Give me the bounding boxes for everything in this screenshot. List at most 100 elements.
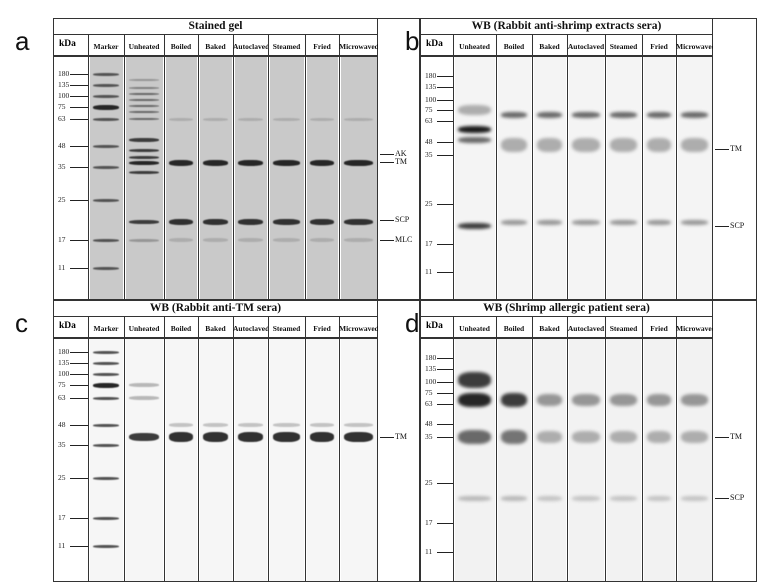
lane-divider [198,35,199,300]
panel-letter-d: d [405,308,420,338]
band [310,238,334,242]
annotation-scp: SCP [730,221,745,230]
marker-tick [437,483,453,484]
band [93,382,119,388]
marker-tick [437,121,453,122]
lane-gel [200,57,232,299]
annotation-tm: TM [730,432,742,441]
band [501,219,527,225]
band [203,423,228,427]
marker-label: 180 [58,347,70,356]
lane-divider [88,317,89,582]
lane-label-microwaved: Microwaved [339,42,378,51]
band [129,87,159,89]
annotation-line [380,240,394,241]
band [310,432,334,442]
lane-gel [307,339,338,581]
annotation-area [713,300,757,582]
annotation-line [380,220,394,221]
lane-gel [455,57,495,299]
band [93,104,119,110]
lane-label-baked: Baked [539,324,560,333]
lane-gel [534,339,566,581]
band [501,112,527,118]
marker-label: 63 [425,399,433,408]
band [681,219,708,225]
marker-tick [70,425,88,426]
marker-label: 75 [425,388,433,397]
panel-title: WB (Rabbit anti-TM sera) [53,300,378,317]
kda-label: kDa [426,39,443,49]
band [203,238,228,242]
marker-label: 135 [58,358,70,367]
marker-tick [437,272,453,273]
lane-label-steamed: Steamed [272,42,301,51]
lane-gel [569,339,604,581]
annotation-line [715,437,729,438]
lane-label-fried: Fried [650,42,668,51]
band [238,238,263,242]
band [344,238,373,242]
lane-gel [200,339,232,581]
lane-gel [307,57,338,299]
lane-label-steamed: Steamed [272,324,301,333]
lane-header-divider [53,337,378,339]
lane-divider [567,35,568,300]
band [93,361,119,365]
band [681,431,708,443]
band [610,394,637,406]
lane-label-unheated: Unheated [128,324,160,333]
marker-tick [437,382,453,383]
marker-tick [70,167,88,168]
band [610,431,637,443]
band [203,219,228,225]
band [169,219,193,225]
band [572,138,600,152]
marker-tick [70,385,88,386]
marker-tick [70,518,88,519]
band [169,160,193,166]
band [344,160,373,166]
panel-letter-a: a [15,26,30,56]
band [681,394,708,406]
marker-tick [70,546,88,547]
band [129,118,159,120]
lane-label-microwaved: Microwaved [676,324,713,333]
annotation-line [380,437,394,438]
lane-header-divider [420,55,713,57]
band [93,238,119,242]
band [93,144,119,148]
lane-gel [678,339,712,581]
band [129,383,159,387]
lane-divider [339,317,340,582]
lane-label-fried: Fried [650,324,668,333]
lane-label-unheated: Unheated [459,42,490,51]
panel-title: WB (Shrimp allergic patient sera) [420,300,713,317]
band [572,431,600,443]
band [129,99,159,101]
annotation-tm: TM [730,144,742,153]
marker-tick [70,445,88,446]
annotation-scp: SCP [730,493,745,502]
band [344,423,373,427]
lane-gel [341,57,377,299]
lane-gel [90,339,123,581]
band [537,219,562,225]
band [647,138,671,152]
annotation-line [380,162,394,163]
band [537,112,562,118]
band [458,495,491,501]
band [681,495,708,501]
lane-divider [164,317,165,582]
lane-label-boiled: Boiled [170,42,192,51]
band [203,432,228,442]
panel-letter-b: b [405,26,420,56]
band [458,372,491,388]
kda-label: kDa [426,321,443,331]
lane-gel [644,57,675,299]
lane-label-microwaved: Microwaved [676,42,713,51]
marker-label: 35 [425,432,433,441]
band [238,219,263,225]
band [458,393,491,407]
lane-label-boiled: Boiled [503,324,525,333]
